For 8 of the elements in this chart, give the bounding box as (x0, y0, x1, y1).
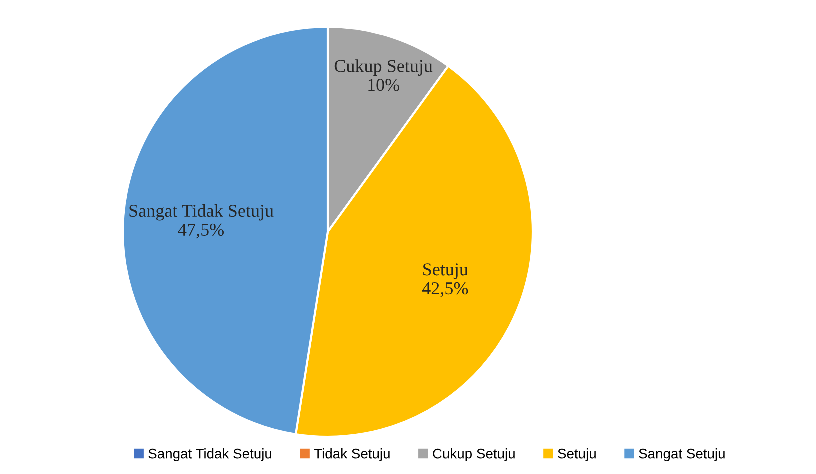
data-label: Cukup Setuju 10% (334, 60, 433, 92)
legend-label: Setuju (558, 448, 596, 462)
legend-label: Sangat Setuju (639, 448, 725, 462)
data-label: Sangat Tidak Setuju 47,5% (130, 204, 274, 239)
legend-label: Sangat Tidak Setuju (148, 448, 272, 462)
legend-label: Tidak Setuju (314, 448, 390, 462)
data-label: Setuju 42,5% (422, 264, 468, 298)
legend-label: Cukup Setuju (433, 448, 515, 462)
